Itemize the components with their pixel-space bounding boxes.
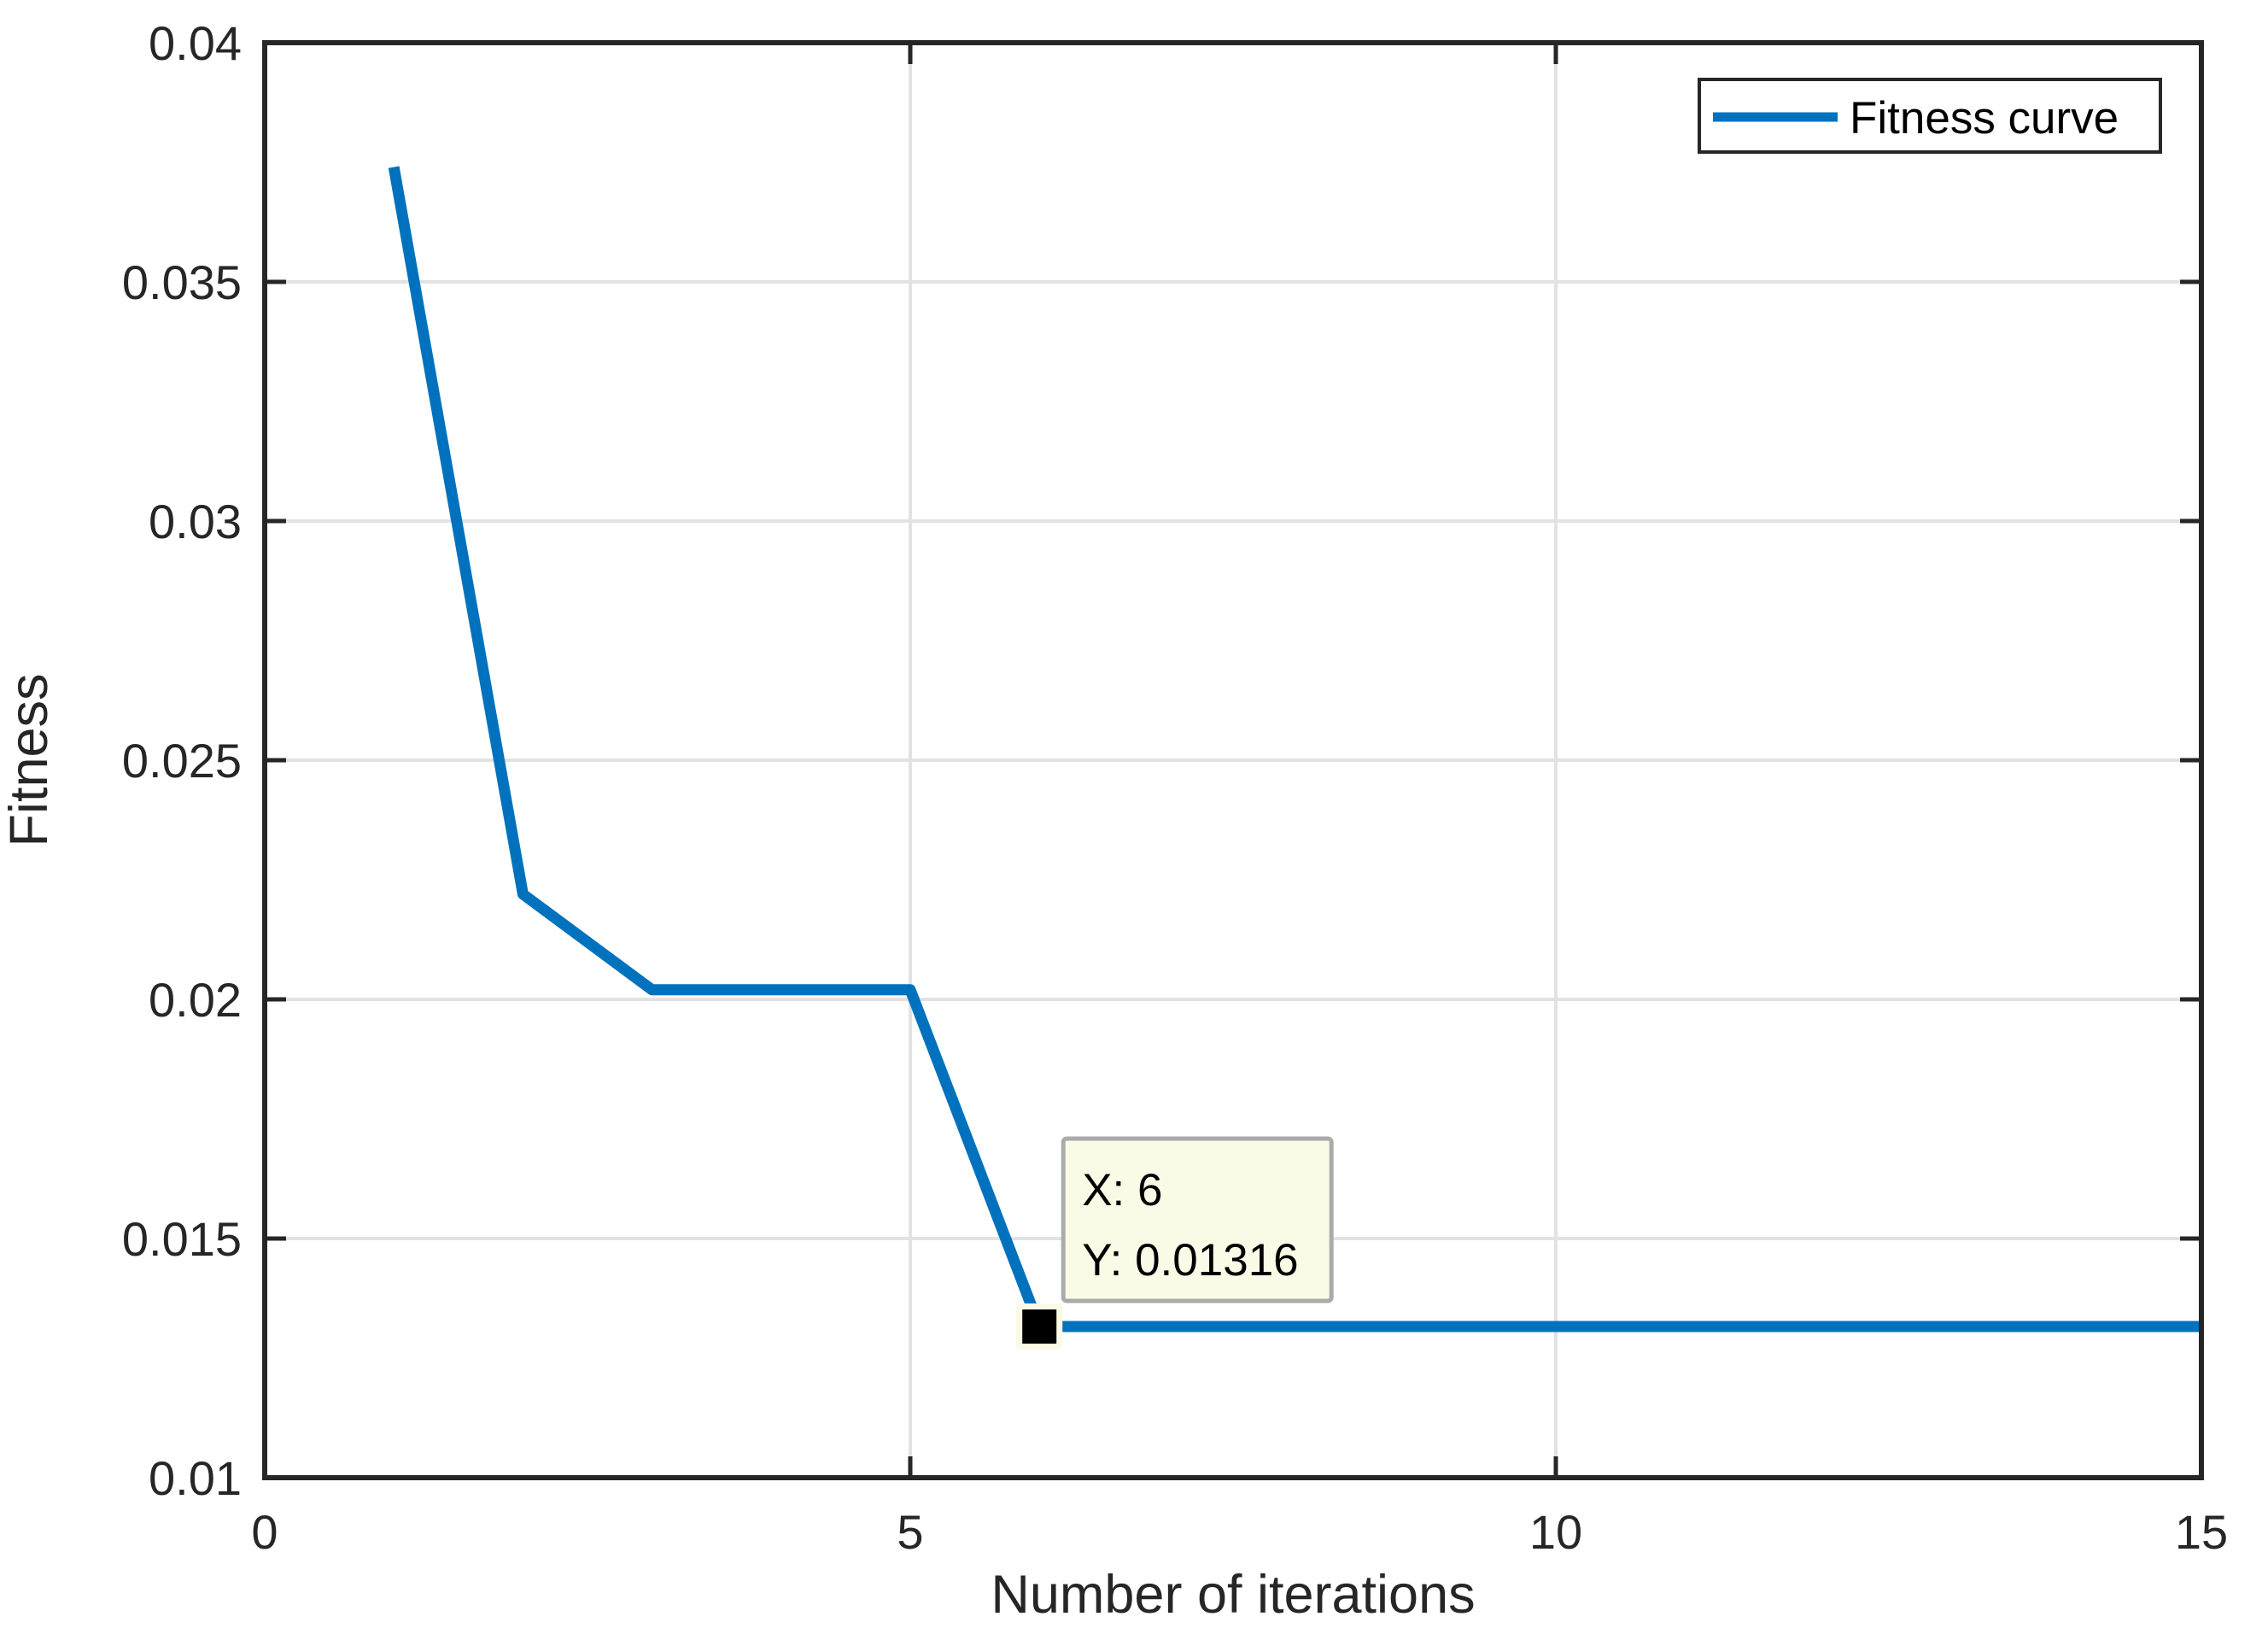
y-tick-label: 0.02 [149,973,242,1027]
datatip-box [1061,1136,1334,1303]
legend: Fitness curve [1698,78,2162,154]
tick-label-layer: 0 5 10 15 0.01 0.015 0.02 0.025 0.03 0.035 0.04 [122,16,2228,1559]
datatip-y-value: Y: 0.01316 [1082,1235,1298,1286]
y-tick-label: 0.03 [149,495,242,548]
plot-border [262,40,2204,1480]
datatip-marker [1022,1309,1057,1344]
x-tick-label: 5 [897,1505,923,1559]
y-tick-label: 0.04 [149,16,242,70]
y-tick-label: 0.035 [122,255,242,309]
y-tick-label: 0.015 [122,1212,242,1266]
y-tick-label: 0.01 [149,1451,242,1505]
datatip-marker-layer [1016,1303,1063,1350]
x-tick-label: 10 [1529,1505,1582,1559]
legend-label: Fitness curve [1850,93,2119,144]
fitness-curve-line [388,166,2201,1332]
y-axis-label: Fitness [0,673,59,846]
x-axis-label: Number of iterations [991,1565,1475,1625]
datatip-x-value: X: 6 [1082,1165,1162,1215]
x-tick-label: 15 [2175,1505,2228,1559]
y-tick-label: 0.025 [122,734,242,788]
x-tick-label: 0 [251,1505,278,1559]
series-layer [388,166,2201,1332]
datatip: X: 6 Y: 0.01316 [1061,1136,1334,1303]
